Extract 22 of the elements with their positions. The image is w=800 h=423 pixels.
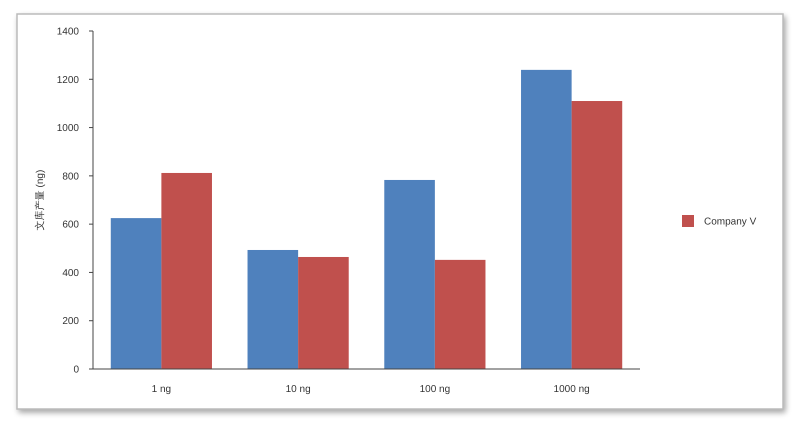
y-tick-label: 0 <box>73 364 80 376</box>
x-tick-label: 1000 ng <box>554 384 590 395</box>
y-tick-label: 200 <box>62 316 80 328</box>
bar <box>384 180 435 369</box>
bar <box>298 256 349 369</box>
x-tick-label: 10 ng <box>286 384 311 395</box>
bar <box>161 172 212 369</box>
y-tick-label: 800 <box>62 171 80 182</box>
bar <box>572 101 622 369</box>
bar <box>521 70 572 369</box>
y-tick-label: 400 <box>62 268 80 279</box>
x-tick-label: 100 ng <box>420 384 450 395</box>
y-tick-label: 600 <box>62 220 80 231</box>
y-axis-title: 文库产量 (ng) <box>34 170 46 230</box>
bar <box>248 250 298 369</box>
legend-label: Company V <box>704 216 757 228</box>
x-tick-label: 1 ng <box>152 384 172 395</box>
bar <box>110 218 162 369</box>
y-tick-label: 1000 <box>56 123 80 134</box>
y-tick-label: 1400 <box>56 26 80 38</box>
bar <box>434 260 486 369</box>
y-tick-label: 1200 <box>56 74 80 86</box>
